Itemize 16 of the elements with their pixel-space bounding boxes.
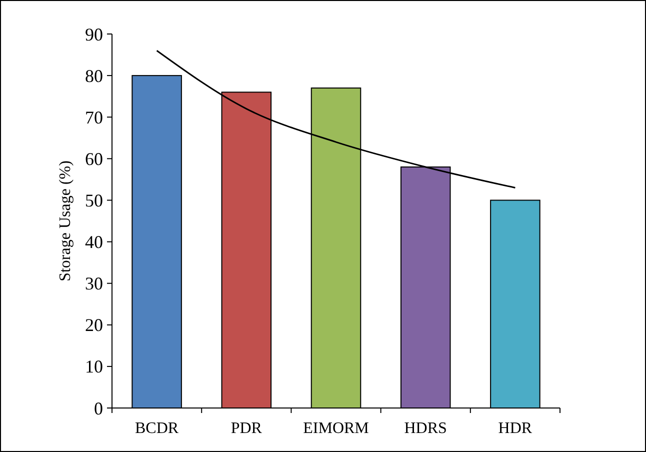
y-tick-label: 20 bbox=[85, 315, 103, 336]
y-tick-label: 10 bbox=[85, 356, 103, 377]
y-tick-label: 30 bbox=[85, 274, 103, 294]
y-axis-title: Storage Usage (%) bbox=[57, 160, 74, 282]
y-tick-label: 90 bbox=[85, 24, 103, 44]
y-tick-label: 60 bbox=[85, 148, 103, 169]
y-tick-label: 40 bbox=[85, 232, 103, 252]
x-tick-label: HDRS bbox=[404, 420, 447, 437]
y-tick-label: 0 bbox=[94, 398, 103, 418]
y-tick-label: 70 bbox=[85, 107, 103, 128]
y-tick-label: 50 bbox=[85, 190, 103, 211]
x-tick-label: EIMORM bbox=[303, 420, 369, 437]
y-tick-label: 80 bbox=[85, 66, 103, 86]
x-tick-label: BCDR bbox=[135, 420, 179, 437]
x-tick-label: PDR bbox=[230, 420, 262, 437]
x-tick-label: HDR bbox=[498, 420, 532, 437]
